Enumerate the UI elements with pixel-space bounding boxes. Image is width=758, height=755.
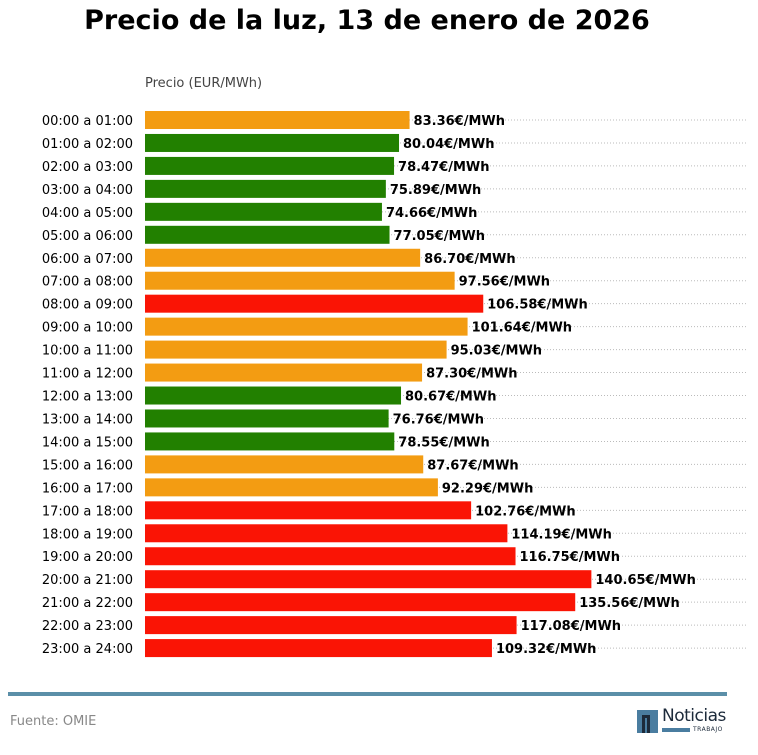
bar — [145, 340, 447, 359]
data-label: 80.04€/MWh — [403, 137, 494, 152]
data-label: 83.36€/MWh — [414, 114, 505, 129]
data-label: 87.30€/MWh — [426, 367, 517, 382]
bar — [145, 294, 484, 313]
chart-title: Precio de la luz, 13 de enero de 2026 — [84, 5, 650, 36]
source-text: Fuente: OMIE — [10, 714, 97, 729]
bar — [145, 202, 382, 221]
bar — [145, 478, 438, 497]
y-tick-label: 18:00 a 19:00 — [42, 527, 133, 542]
bar — [145, 363, 423, 382]
y-tick-label: 21:00 a 22:00 — [42, 596, 133, 611]
data-label: 76.76€/MWh — [393, 412, 484, 427]
y-tick-label: 22:00 a 23:00 — [42, 619, 133, 634]
y-tick-label: 06:00 a 07:00 — [42, 252, 133, 267]
y-tick-label: 15:00 a 16:00 — [42, 458, 133, 473]
y-tick-label: 00:00 a 01:00 — [42, 114, 133, 129]
bar-chart: Precio (EUR/MWh) 00:00 a 01:00 83.36€/MWh… — [42, 76, 748, 658]
data-label: 77.05€/MWh — [394, 229, 485, 244]
data-label: 80.67€/MWh — [405, 390, 496, 405]
x-axis-label: Precio (EUR/MWh) — [145, 76, 262, 91]
bar — [145, 225, 390, 244]
data-label: 92.29€/MWh — [442, 481, 533, 496]
bar — [145, 317, 468, 336]
bar — [145, 248, 421, 267]
bar — [145, 639, 492, 658]
footer-divider — [8, 692, 727, 696]
data-label: 117.08€/MWh — [521, 619, 622, 634]
bar — [145, 133, 400, 152]
y-tick-label: 04:00 a 05:00 — [42, 206, 133, 221]
data-label: 140.65€/MWh — [595, 573, 696, 588]
y-tick-label: 03:00 a 04:00 — [42, 183, 133, 198]
bar — [145, 432, 395, 451]
data-label: 75.89€/MWh — [390, 183, 481, 198]
bar — [145, 455, 424, 474]
data-label: 78.55€/MWh — [398, 435, 489, 450]
data-label: 101.64€/MWh — [472, 321, 572, 336]
bar — [145, 593, 576, 612]
y-tick-label: 11:00 a 12:00 — [42, 367, 133, 382]
data-label: 95.03€/MWh — [451, 344, 542, 359]
data-label: 74.66€/MWh — [386, 206, 477, 221]
data-label: 86.70€/MWh — [424, 252, 515, 267]
bar — [145, 616, 517, 635]
bar — [145, 111, 410, 129]
bar — [145, 524, 508, 543]
y-tick-label: 19:00 a 20:00 — [42, 550, 133, 565]
y-tick-label: 02:00 a 03:00 — [42, 160, 133, 175]
bar — [145, 409, 389, 428]
bar — [145, 271, 455, 290]
data-label: 87.67€/MWh — [427, 458, 518, 473]
bar — [145, 501, 472, 520]
bar — [145, 386, 402, 405]
y-tick-label: 07:00 a 08:00 — [42, 275, 133, 290]
y-tick-label: 12:00 a 13:00 — [42, 390, 133, 405]
data-label: 109.32€/MWh — [496, 642, 597, 657]
y-tick-label: 01:00 a 02:00 — [42, 137, 133, 152]
data-label: 106.58€/MWh — [487, 298, 587, 313]
y-tick-label: 20:00 a 21:00 — [42, 573, 133, 588]
data-label: 116.75€/MWh — [520, 550, 621, 565]
y-tick-label: 05:00 a 06:00 — [42, 229, 133, 244]
noticias-trabajo-logo: Noticias TRABAJO — [637, 706, 729, 735]
bar — [145, 179, 386, 198]
data-label: 102.76€/MWh — [475, 504, 576, 519]
y-tick-label: 08:00 a 09:00 — [42, 298, 133, 313]
data-label: 78.47€/MWh — [398, 160, 489, 175]
y-tick-label: 14:00 a 15:00 — [42, 435, 133, 450]
y-tick-label: 16:00 a 17:00 — [42, 481, 133, 496]
bar — [145, 156, 395, 175]
bar — [145, 547, 516, 566]
y-tick-label: 17:00 a 18:00 — [42, 504, 133, 519]
y-tick-label: 09:00 a 10:00 — [42, 321, 133, 336]
data-label: 114.19€/MWh — [511, 527, 612, 542]
y-tick-label: 13:00 a 14:00 — [42, 412, 133, 427]
data-label: 135.56€/MWh — [579, 596, 680, 611]
data-label: 97.56€/MWh — [459, 275, 550, 290]
bar — [145, 570, 592, 589]
y-tick-label: 10:00 a 11:00 — [42, 344, 133, 359]
y-tick-label: 23:00 a 24:00 — [42, 642, 133, 657]
